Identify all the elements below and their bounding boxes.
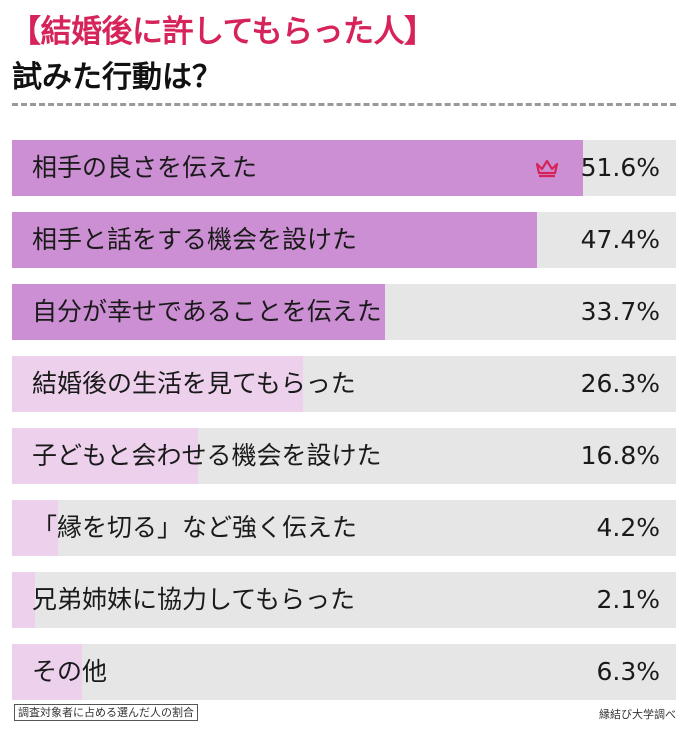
- bar: [12, 356, 304, 412]
- bar: [12, 284, 385, 340]
- bar-row: 子どもと会わせる機会を設けた 16.8%: [12, 428, 676, 484]
- source-credit: 縁結び大学調べ: [599, 708, 676, 721]
- bar-label: 相手の良さを伝えた: [32, 153, 258, 182]
- bar: [12, 428, 198, 484]
- survey-note: 調査対象者に占める選んだ人の割合: [14, 704, 198, 721]
- bar-row: 相手の良さを伝えた 51.6%: [12, 140, 676, 196]
- bar-row: 自分が幸せであることを伝えた 33.7%: [12, 284, 676, 340]
- bar: [12, 212, 537, 268]
- bar: [12, 572, 36, 628]
- chart-subtitle: 試みた行動は？: [12, 60, 222, 95]
- bar-label: 相手と話をする機会を設けた: [32, 225, 358, 254]
- bar-label: 「縁を切る」など強く伝えた: [32, 513, 358, 542]
- bar: [12, 140, 584, 196]
- chart-title: 【結婚後に許してもらった人】: [10, 14, 435, 50]
- bar-value: 33.7%: [580, 297, 660, 326]
- bar-label: 子どもと会わせる機会を設けた: [32, 441, 382, 470]
- bar-value: 26.3%: [580, 369, 660, 398]
- bar-value: 4.2%: [596, 513, 660, 542]
- bar-value: 47.4%: [580, 225, 660, 254]
- bar-row: 結婚後の生活を見てもらった 26.3%: [12, 356, 676, 412]
- bar-label: 結婚後の生活を見てもらった: [32, 369, 356, 398]
- bar-value: 2.1%: [596, 585, 660, 614]
- bar-row: その他 6.3%: [12, 644, 676, 700]
- bar-value: 51.6%: [580, 153, 660, 182]
- bar-label: 自分が幸せであることを伝えた: [32, 297, 382, 326]
- bar-chart: 相手の良さを伝えた 51.6% 相手と話をする機会を設けた 47.4% 自分が幸せである…: [12, 140, 676, 716]
- bar: [12, 500, 59, 556]
- crown-icon: [535, 159, 559, 178]
- bar-row: 「縁を切る」など強く伝えた 4.2%: [12, 500, 676, 556]
- dashed-divider: [12, 103, 676, 106]
- bar-label: その他: [32, 657, 108, 686]
- bar-value: 16.8%: [580, 441, 660, 470]
- bar-label: 兄弟姉妹に協力してもらった: [32, 585, 356, 614]
- bar-row: 兄弟姉妹に協力してもらった 2.1%: [12, 572, 676, 628]
- bar: [12, 644, 82, 700]
- bar-value: 6.3%: [596, 657, 660, 686]
- bar-row: 相手と話をする機会を設けた 47.4%: [12, 212, 676, 268]
